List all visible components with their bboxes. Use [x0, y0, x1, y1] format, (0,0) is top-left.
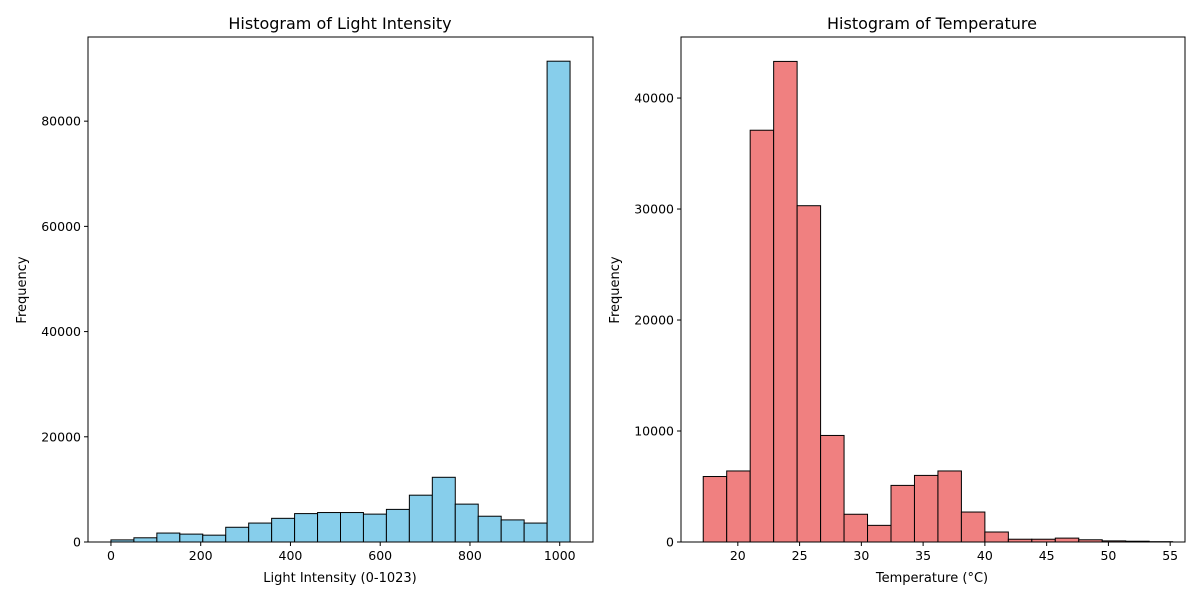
light-intensity-x-tick-label: 600 [368, 548, 392, 563]
temperature-histogram: Histogram of Temperature Temperature (°C… [608, 14, 1186, 586]
light-intensity-bar [431, 476, 456, 543]
temperature-bar [820, 434, 845, 543]
temperature-bar [702, 476, 728, 543]
temperature-bar [937, 470, 962, 543]
light-intensity-bar [202, 534, 227, 543]
light-intensity-bar [523, 522, 548, 543]
light-intensity-bar [133, 537, 158, 543]
light-intensity-x-tick-label: 400 [279, 548, 303, 563]
light-intensity-bar [408, 494, 433, 543]
light-intensity-histogram: Histogram of Light Intensity Light Inten… [15, 14, 594, 586]
temperature-bar [1054, 537, 1080, 543]
light-intensity-bar [477, 515, 502, 543]
light-intensity-x-tick-label: 800 [458, 548, 482, 563]
light-intensity-bar [225, 526, 250, 543]
temperature-bar [867, 524, 892, 543]
temperature-x-tick-label: 30 [853, 548, 869, 563]
light-intensity-y-tick-label: 0 [73, 535, 81, 550]
light-intensity-y-tick-label: 20000 [41, 429, 81, 444]
temperature-bar [960, 511, 986, 543]
light-intensity-bar [454, 503, 479, 543]
light-intensity-y-axis-label: Frequency [15, 256, 30, 323]
light-intensity-bar [156, 532, 181, 543]
temperature-bar [984, 531, 1009, 543]
light-intensity-y-tick-label: 80000 [41, 114, 81, 129]
light-intensity-y-tick-label: 60000 [41, 219, 81, 234]
temperature-bar [749, 129, 775, 543]
light-intensity-x-tick-label: 200 [189, 548, 213, 563]
light-intensity-bar [362, 513, 387, 543]
temperature-bar [890, 484, 915, 543]
temperature-x-tick-label: 25 [792, 548, 808, 563]
light-intensity-title: Histogram of Light Intensity [228, 14, 451, 33]
temperature-title: Histogram of Temperature [827, 14, 1037, 33]
temperature-bar [796, 205, 822, 543]
temperature-x-tick-label: 40 [977, 548, 993, 563]
temperature-bar [913, 474, 939, 543]
temperature-bar [773, 60, 798, 543]
temperature-bar [726, 470, 751, 543]
temperature-x-tick-label: 20 [730, 548, 746, 563]
temperature-y-tick-label: 30000 [634, 202, 674, 217]
temperature-y-axis-label: Frequency [608, 256, 623, 323]
light-intensity-bar [179, 533, 204, 543]
light-intensity-bar [340, 512, 364, 543]
temperature-x-tick-label: 45 [1039, 548, 1055, 563]
temperature-y-tick-label: 20000 [634, 313, 674, 328]
temperature-y-tick-label: 40000 [634, 91, 674, 106]
light-intensity-x-tick-label: 0 [107, 548, 115, 563]
temperature-x-tick-label: 55 [1162, 548, 1178, 563]
light-intensity-x-tick-label: 1000 [544, 548, 576, 563]
light-intensity-bar [294, 513, 319, 543]
temperature-bar [843, 513, 869, 543]
temperature-y-tick-label: 10000 [634, 424, 674, 439]
temperature-x-axis-label: Temperature (°C) [875, 571, 988, 586]
light-intensity-bar [248, 522, 273, 543]
light-intensity-bar [500, 519, 525, 543]
light-intensity-bar [546, 60, 571, 543]
light-intensity-y-tick-label: 40000 [41, 324, 81, 339]
light-intensity-bar [385, 508, 410, 543]
temperature-x-tick-label: 35 [915, 548, 931, 563]
light-intensity-plot-frame [87, 36, 594, 543]
light-intensity-bar [317, 512, 341, 543]
temperature-x-tick-label: 50 [1100, 548, 1116, 563]
light-intensity-bar [271, 517, 296, 543]
temperature-plot-frame [680, 36, 1186, 543]
temperature-y-tick-label: 0 [666, 535, 674, 550]
light-intensity-x-axis-label: Light Intensity (0-1023) [263, 571, 416, 586]
